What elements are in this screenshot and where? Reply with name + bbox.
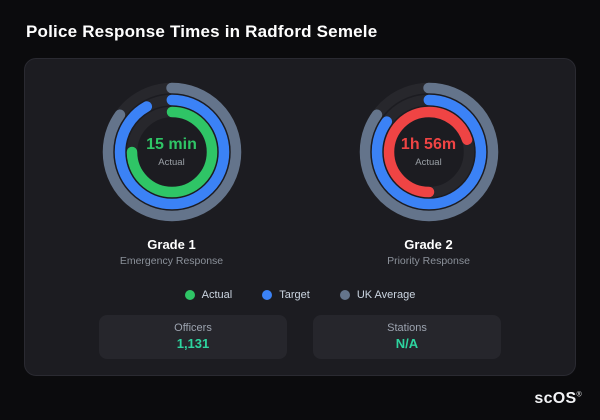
gauge-grade-1-rings bbox=[102, 82, 241, 222]
stat-officers-label: Officers bbox=[174, 322, 212, 334]
legend-item-uk-average: UK Average bbox=[339, 289, 416, 301]
legend-label-target: Target bbox=[279, 289, 310, 301]
stat-stations: Stations N/A bbox=[313, 315, 501, 359]
registered-mark: ® bbox=[576, 391, 582, 399]
gauge-grade-1-chart: 15 min Actual bbox=[97, 77, 247, 227]
legend-label-uk-average: UK Average bbox=[356, 289, 416, 301]
target-dot-icon bbox=[262, 290, 273, 300]
gauge-grade-2: 1h 56m Actual Grade 2 Priority Response bbox=[319, 77, 539, 267]
gauge-grade-2-subtitle: Priority Response bbox=[387, 255, 470, 267]
stat-officers: Officers 1,131 bbox=[99, 315, 287, 359]
page-title: Police Response Times in Radford Semele bbox=[26, 22, 378, 41]
gauge-grade-1-subtitle: Emergency Response bbox=[119, 255, 224, 267]
stat-stations-value: N/A bbox=[395, 336, 419, 351]
gauge-grade-1-title: Grade 1 bbox=[147, 237, 196, 252]
scos-logo-text: scOS bbox=[534, 390, 577, 407]
gauges-row: 15 min Actual Grade 1 Emergency Response… bbox=[43, 77, 557, 281]
scos-logo: scOS® bbox=[534, 390, 582, 408]
gauge-grade-2-title: Grade 2 bbox=[404, 237, 453, 252]
page: Police Response Times in Radford Semele … bbox=[24, 22, 576, 376]
stat-officers-value: 1,131 bbox=[176, 336, 210, 351]
actual-dot-icon bbox=[184, 290, 195, 300]
legend-label-actual: Actual bbox=[201, 289, 233, 301]
stats-row: Officers 1,131 Stations N/A bbox=[43, 315, 557, 359]
legend-item-target: Target bbox=[262, 289, 310, 301]
gauge-grade-2-rings bbox=[359, 82, 498, 222]
legend: Actual Target UK Average bbox=[43, 289, 557, 301]
gauge-grade-2-chart: 1h 56m Actual bbox=[354, 77, 504, 227]
dashboard-card: 15 min Actual Grade 1 Emergency Response… bbox=[24, 58, 576, 376]
uk-average-dot-icon bbox=[339, 290, 350, 300]
stat-stations-label: Stations bbox=[387, 322, 427, 334]
gauge-grade-1: 15 min Actual Grade 1 Emergency Response bbox=[62, 77, 282, 267]
legend-item-actual: Actual bbox=[184, 289, 233, 301]
